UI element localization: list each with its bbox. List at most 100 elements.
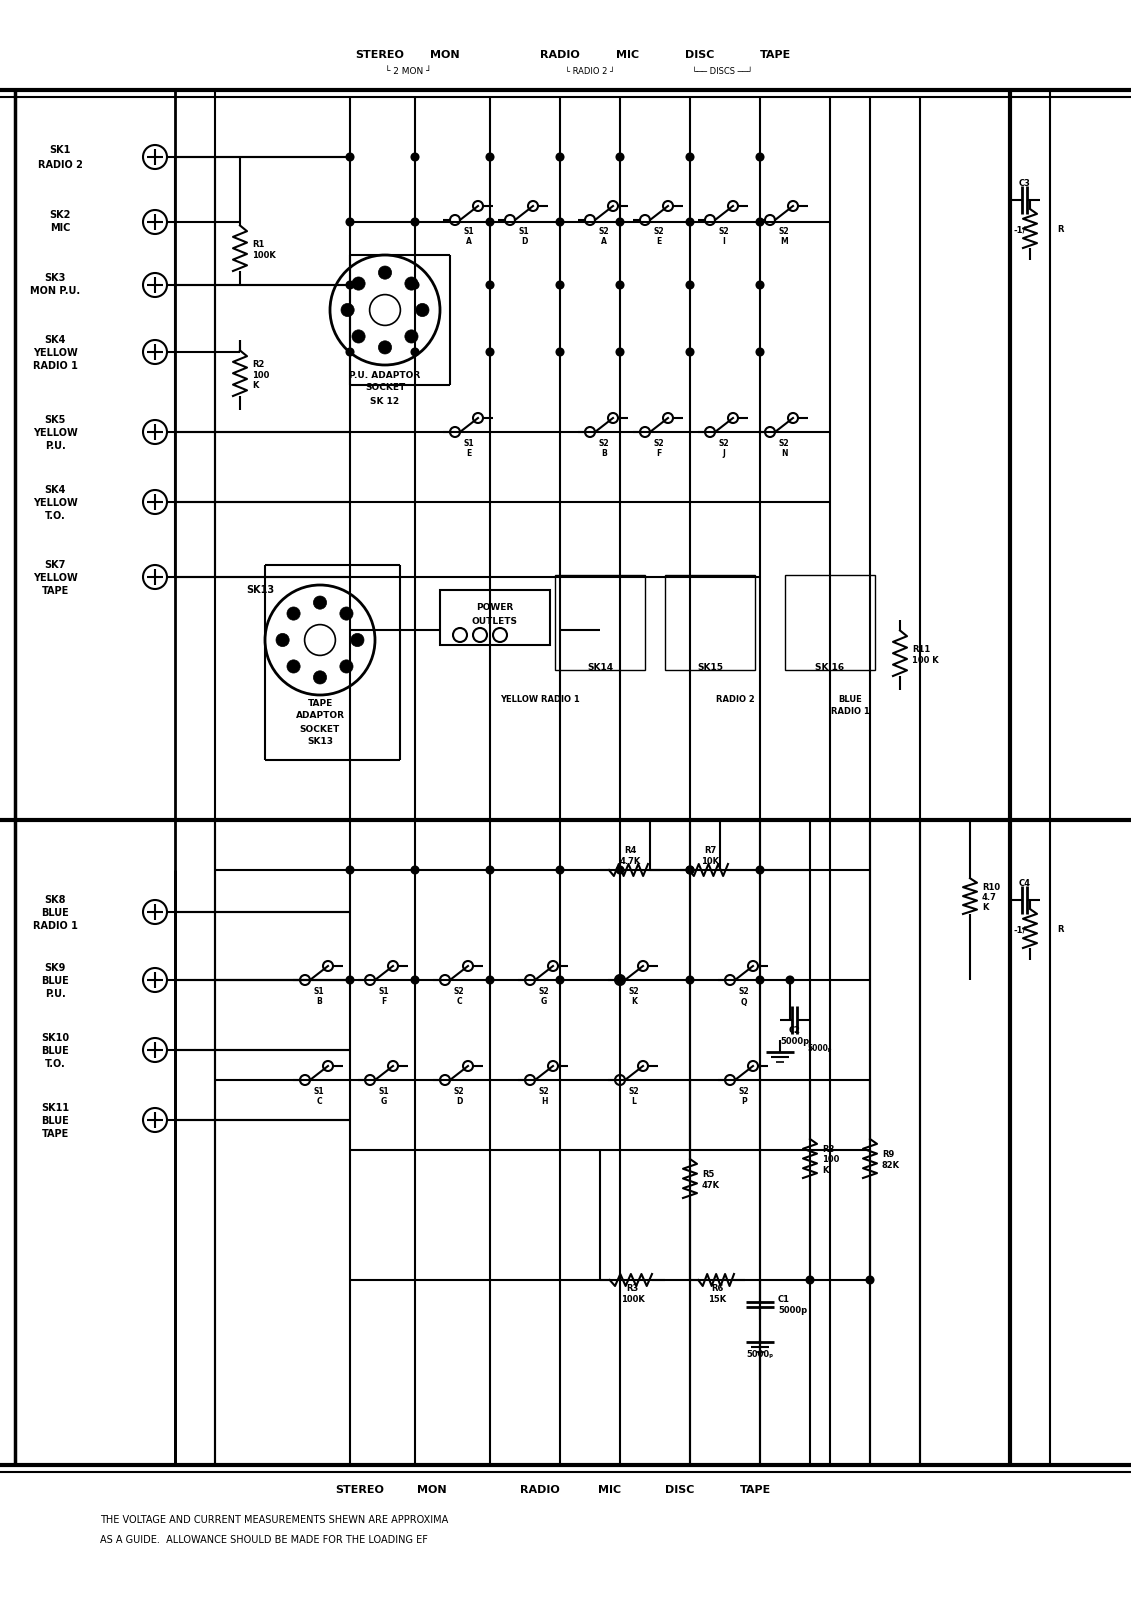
Circle shape [608, 413, 618, 422]
Text: RADIO 1: RADIO 1 [830, 707, 870, 717]
Circle shape [616, 349, 623, 355]
Text: └ RADIO 2 ┘: └ RADIO 2 ┘ [566, 67, 615, 77]
Text: BLUE: BLUE [41, 1046, 69, 1056]
Circle shape [450, 427, 460, 437]
Text: └── DISCS ──┘: └── DISCS ──┘ [692, 67, 752, 77]
Circle shape [388, 1061, 398, 1070]
Circle shape [346, 867, 354, 874]
Text: S2: S2 [538, 987, 550, 997]
Circle shape [454, 627, 467, 642]
Circle shape [412, 867, 418, 874]
Circle shape [486, 219, 493, 226]
Circle shape [486, 349, 493, 355]
Circle shape [572, 597, 582, 608]
Text: A: A [466, 237, 472, 246]
Circle shape [788, 202, 798, 211]
Circle shape [323, 1061, 333, 1070]
Text: └ 2 MON ┘: └ 2 MON ┘ [385, 67, 431, 77]
Circle shape [528, 202, 538, 211]
Bar [665, 574, 756, 670]
Circle shape [757, 976, 763, 984]
Text: E: E [656, 237, 662, 246]
Circle shape [585, 427, 595, 437]
Circle shape [405, 330, 418, 342]
Text: OUTLETS: OUTLETS [472, 618, 518, 627]
Text: S2: S2 [598, 227, 610, 237]
Text: STEREO: STEREO [336, 1485, 385, 1494]
Text: RADIO 1: RADIO 1 [33, 922, 77, 931]
Circle shape [687, 976, 693, 984]
Text: L: L [631, 1098, 637, 1107]
Text: 5000ₚ: 5000ₚ [746, 1350, 774, 1360]
Text: S2: S2 [778, 227, 789, 237]
Circle shape [412, 154, 418, 160]
Text: A: A [601, 237, 607, 246]
Circle shape [588, 608, 612, 632]
Text: F: F [381, 997, 387, 1006]
Circle shape [143, 490, 167, 514]
Bar [555, 574, 645, 670]
Text: YELLOW: YELLOW [33, 573, 77, 582]
Circle shape [556, 349, 563, 355]
Text: R7
10K: R7 10K [701, 846, 719, 866]
Circle shape [346, 349, 354, 355]
Circle shape [687, 867, 693, 874]
Text: R3
100K: R3 100K [621, 1285, 645, 1304]
Text: D: D [456, 1098, 463, 1107]
Circle shape [582, 640, 593, 651]
Text: R: R [1056, 925, 1063, 934]
Circle shape [388, 962, 398, 971]
Text: R9
82K: R9 82K [882, 1150, 900, 1170]
Circle shape [143, 1107, 167, 1133]
Circle shape [725, 1075, 735, 1085]
Text: YELLOW: YELLOW [33, 427, 77, 438]
Circle shape [556, 219, 563, 226]
Circle shape [379, 266, 391, 278]
Text: S2: S2 [718, 440, 729, 448]
Text: S2: S2 [739, 987, 750, 997]
Text: S1: S1 [464, 440, 474, 448]
Circle shape [615, 974, 625, 986]
Circle shape [416, 304, 429, 317]
Text: G: G [381, 1098, 387, 1107]
Bar [440, 590, 550, 645]
Text: 5000ₚ: 5000ₚ [808, 1043, 832, 1053]
Text: S1: S1 [519, 227, 529, 237]
Circle shape [342, 304, 354, 317]
Text: SK9: SK9 [44, 963, 66, 973]
Circle shape [585, 214, 595, 226]
Circle shape [616, 976, 623, 984]
Text: STEREO: STEREO [355, 50, 405, 59]
Circle shape [549, 962, 558, 971]
Circle shape [615, 1075, 625, 1085]
Bar [785, 574, 875, 670]
Circle shape [440, 1075, 450, 1085]
Circle shape [748, 1061, 758, 1070]
Circle shape [806, 1277, 813, 1283]
Circle shape [313, 670, 327, 685]
Text: S2: S2 [739, 1088, 750, 1096]
Circle shape [300, 1075, 310, 1085]
Circle shape [143, 419, 167, 443]
Text: SK 12: SK 12 [371, 397, 399, 405]
Circle shape [352, 277, 365, 290]
Circle shape [143, 565, 167, 589]
Circle shape [450, 214, 460, 226]
Circle shape [365, 974, 375, 986]
Circle shape [486, 154, 493, 160]
Text: S2: S2 [629, 987, 639, 997]
Text: DISC: DISC [685, 50, 715, 59]
Circle shape [608, 202, 618, 211]
Circle shape [757, 219, 763, 226]
Circle shape [616, 154, 623, 160]
Text: B: B [317, 997, 322, 1006]
Text: B: B [601, 450, 607, 459]
Text: S2: S2 [538, 1088, 550, 1096]
Text: C: C [317, 1098, 322, 1107]
Circle shape [463, 1061, 473, 1070]
Text: S2: S2 [454, 1088, 465, 1096]
Circle shape [486, 282, 493, 288]
Text: MON P.U.: MON P.U. [29, 286, 80, 296]
Circle shape [287, 606, 300, 621]
Circle shape [143, 146, 167, 170]
